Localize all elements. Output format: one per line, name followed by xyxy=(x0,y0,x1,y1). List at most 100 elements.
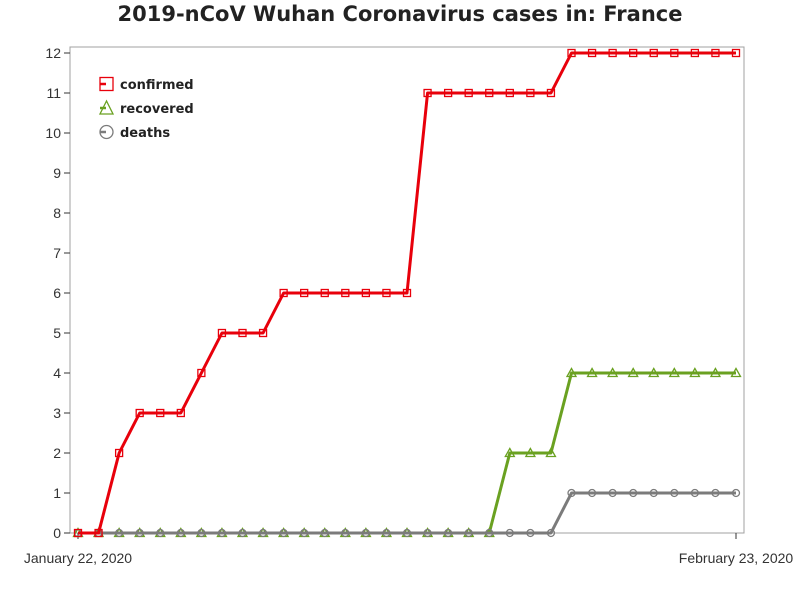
data-point-confirmed xyxy=(341,288,350,298)
data-point-confirmed xyxy=(300,288,309,298)
data-point-deaths xyxy=(711,488,720,498)
y-tick-label: 1 xyxy=(53,485,61,501)
data-point-deaths xyxy=(402,528,412,538)
data-point-confirmed xyxy=(670,48,679,58)
data-point-confirmed xyxy=(73,528,83,538)
data-point-recovered xyxy=(709,367,722,378)
y-tick-label: 11 xyxy=(46,85,61,101)
y-tick-label: 7 xyxy=(53,245,61,261)
data-point-recovered xyxy=(504,447,516,458)
data-point-confirmed xyxy=(382,288,391,298)
data-point-confirmed xyxy=(690,48,700,58)
data-point-deaths xyxy=(587,488,597,498)
data-point-deaths xyxy=(238,528,247,538)
data-point-deaths xyxy=(690,488,700,498)
y-tick-label: 12 xyxy=(45,45,61,61)
data-point-confirmed xyxy=(649,48,658,58)
data-point-deaths xyxy=(649,488,658,498)
data-point-confirmed xyxy=(197,368,206,378)
data-point-deaths xyxy=(320,528,329,538)
data-point-confirmed xyxy=(423,88,432,98)
data-point-deaths xyxy=(135,528,144,538)
data-point-confirmed xyxy=(567,48,576,58)
legend-label: confirmed xyxy=(120,78,194,93)
data-point-confirmed xyxy=(217,328,227,338)
x-tick-label: February 23, 2020 xyxy=(679,550,794,566)
legend: confirmed recovered deaths xyxy=(98,76,194,141)
data-point-confirmed xyxy=(258,328,268,338)
data-point-deaths xyxy=(156,528,165,538)
data-point-confirmed xyxy=(320,288,329,298)
y-tick-label: 5 xyxy=(53,325,61,341)
data-point-deaths xyxy=(176,528,185,538)
data-point-deaths xyxy=(423,528,432,538)
data-point-deaths xyxy=(485,528,494,538)
data-point-confirmed xyxy=(176,408,185,418)
data-point-confirmed xyxy=(464,88,473,98)
legend-item-deaths: deaths xyxy=(99,124,170,141)
legend-label: recovered xyxy=(120,102,194,117)
data-point-deaths xyxy=(217,528,227,538)
data-point-recovered xyxy=(627,367,639,378)
data-point-confirmed xyxy=(114,448,124,458)
data-point-confirmed xyxy=(94,528,103,538)
y-tick-label: 10 xyxy=(45,125,61,141)
data-point-deaths xyxy=(526,528,535,538)
series-recovered xyxy=(72,367,742,538)
data-point-recovered xyxy=(668,367,680,378)
legend-label: deaths xyxy=(120,126,170,141)
series-deaths xyxy=(73,488,741,538)
data-point-confirmed xyxy=(711,48,720,58)
chart-title: 2019-nCoV Wuhan Coronavirus cases in: Fr… xyxy=(117,2,683,26)
data-point-deaths xyxy=(670,488,679,498)
data-point-confirmed xyxy=(443,88,453,98)
data-point-deaths xyxy=(114,528,124,538)
y-tick-label: 0 xyxy=(53,525,61,541)
data-point-deaths xyxy=(464,528,473,538)
data-point-deaths xyxy=(731,488,741,498)
x-tick-label: January 22, 2020 xyxy=(24,550,132,566)
data-point-deaths xyxy=(546,528,556,538)
data-point-deaths xyxy=(341,528,350,538)
data-point-recovered xyxy=(648,367,660,378)
data-point-deaths xyxy=(258,528,268,538)
data-point-confirmed xyxy=(731,48,741,58)
data-point-confirmed xyxy=(238,328,247,338)
data-point-confirmed xyxy=(526,88,535,98)
data-point-recovered xyxy=(730,367,742,378)
data-point-confirmed xyxy=(629,48,638,58)
data-point-recovered xyxy=(565,367,578,378)
data-point-deaths xyxy=(361,528,371,538)
y-tick-label: 3 xyxy=(53,405,61,421)
y-tick-label: 8 xyxy=(53,205,61,221)
series-confirmed xyxy=(73,48,741,538)
y-tick-label: 6 xyxy=(53,285,61,301)
data-point-recovered xyxy=(586,367,598,378)
data-point-confirmed xyxy=(587,48,597,58)
y-tick-label: 4 xyxy=(53,365,61,381)
data-point-confirmed xyxy=(608,48,617,58)
data-point-deaths xyxy=(567,488,576,498)
data-point-confirmed xyxy=(135,408,144,418)
data-point-deaths xyxy=(505,528,514,538)
data-point-recovered xyxy=(689,367,701,378)
data-point-confirmed xyxy=(279,288,288,298)
data-point-deaths xyxy=(382,528,391,538)
data-point-deaths xyxy=(608,488,617,498)
y-tick-label: 9 xyxy=(53,165,61,181)
legend-item-recovered: recovered xyxy=(98,99,194,117)
series-line-recovered xyxy=(78,371,736,535)
data-point-deaths xyxy=(443,528,453,538)
data-point-confirmed xyxy=(546,88,556,98)
data-point-deaths xyxy=(279,528,288,538)
data-point-recovered xyxy=(607,367,619,378)
data-point-confirmed xyxy=(156,408,165,418)
data-point-recovered xyxy=(524,447,536,458)
series-line-deaths xyxy=(78,491,736,535)
y-tick-label: 2 xyxy=(53,445,61,461)
series-line-confirmed xyxy=(78,51,736,535)
legend-item-confirmed: confirmed xyxy=(99,76,194,93)
data-point-confirmed xyxy=(485,88,494,98)
